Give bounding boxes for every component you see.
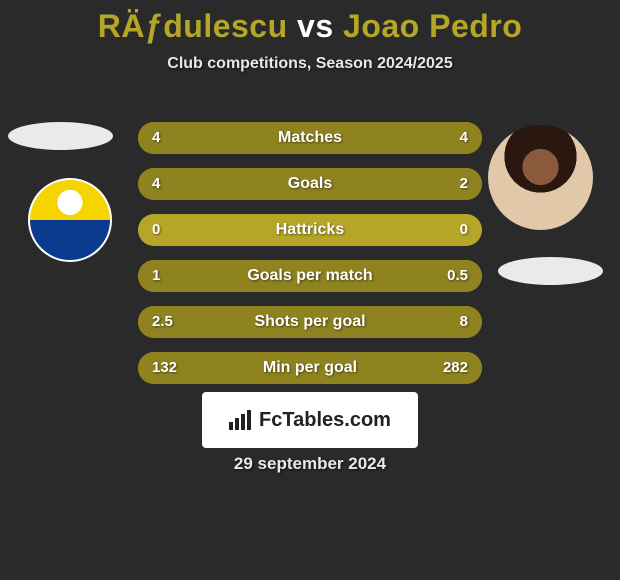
player1-avatar-placeholder xyxy=(8,122,113,150)
footer-site-name: FcTables.com xyxy=(259,409,391,432)
player1-name: RÄƒdulescu xyxy=(98,8,288,44)
stat-row: 4Matches4 xyxy=(138,122,482,154)
stat-label: Goals xyxy=(138,168,482,200)
stat-value-right: 8 xyxy=(460,306,468,338)
stat-value-right: 282 xyxy=(443,352,468,384)
stat-value-right: 0 xyxy=(460,214,468,246)
player2-club-logo-placeholder xyxy=(498,257,603,285)
player2-avatar xyxy=(488,125,593,230)
date-label: 29 september 2024 xyxy=(0,454,620,474)
stat-value-right: 4 xyxy=(460,122,468,154)
stat-row: 0Hattricks0 xyxy=(138,214,482,246)
player1-club-logo xyxy=(28,178,112,262)
stat-value-right: 2 xyxy=(460,168,468,200)
stat-value-right: 0.5 xyxy=(447,260,468,292)
subtitle: Club competitions, Season 2024/2025 xyxy=(0,55,620,73)
stat-label: Min per goal xyxy=(138,352,482,384)
chart-icon xyxy=(229,410,253,430)
stat-row: 1Goals per match0.5 xyxy=(138,260,482,292)
stat-row: 132Min per goal282 xyxy=(138,352,482,384)
stat-label: Hattricks xyxy=(138,214,482,246)
comparison-title: RÄƒdulescu vs Joao Pedro xyxy=(0,0,620,45)
player2-name: Joao Pedro xyxy=(343,8,522,44)
stat-label: Matches xyxy=(138,122,482,154)
vs-text: vs xyxy=(297,8,334,44)
stat-label: Shots per goal xyxy=(138,306,482,338)
stats-container: 4Matches44Goals20Hattricks01Goals per ma… xyxy=(138,122,482,398)
stat-label: Goals per match xyxy=(138,260,482,292)
footer-attribution: FcTables.com xyxy=(202,392,418,448)
stat-row: 2.5Shots per goal8 xyxy=(138,306,482,338)
stat-row: 4Goals2 xyxy=(138,168,482,200)
